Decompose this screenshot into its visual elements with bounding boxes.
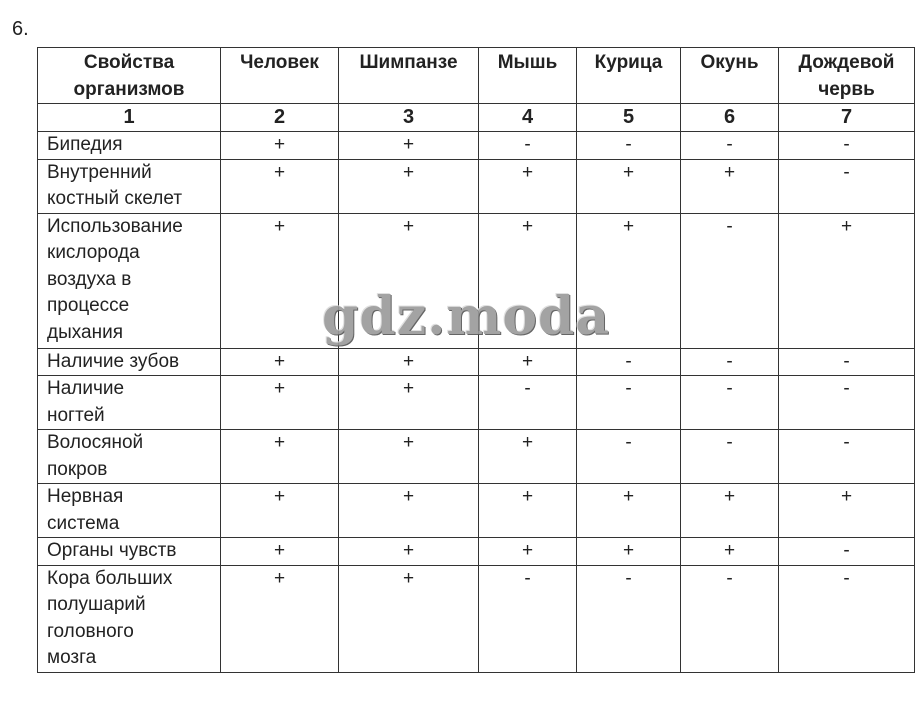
property-value: + [576, 212, 681, 349]
property-value: + [338, 375, 479, 430]
property-value: + [478, 537, 577, 566]
property-value: + [576, 537, 681, 566]
property-value: + [220, 375, 339, 430]
column-header: Окунь [680, 47, 779, 104]
property-label: Внутренний костный скелет [37, 158, 221, 214]
property-value: + [220, 212, 339, 349]
property-value: - [576, 347, 681, 376]
property-value: - [778, 158, 915, 214]
table-row: Кора больших полушарий головного мозга + +… [37, 564, 915, 673]
property-value: - [576, 429, 681, 484]
property-label: Наличие ногтей [37, 375, 221, 430]
property-value: - [576, 375, 681, 430]
property-label: Кора больших полушарий головного мозга [37, 564, 221, 673]
table-row: Органы чувств + + + + + - [37, 537, 915, 566]
property-value: - [778, 429, 915, 484]
property-value: + [338, 483, 479, 538]
table-row: Внутренний костный скелет + + + + + - [37, 158, 915, 214]
property-label: Наличие зубов [37, 347, 221, 376]
property-value: + [778, 483, 915, 538]
header-row: Свойства организмов Человек Шимпанзе Мыш… [37, 47, 915, 104]
property-value: - [680, 429, 779, 484]
property-value: - [778, 564, 915, 673]
property-value: + [778, 212, 915, 349]
property-value: + [220, 347, 339, 376]
property-value: + [576, 158, 681, 214]
property-value: + [680, 537, 779, 566]
column-index: 7 [778, 103, 915, 132]
property-value: - [680, 564, 779, 673]
column-header: Шимпанзе [338, 47, 479, 104]
property-value: + [220, 158, 339, 214]
property-value: + [478, 158, 577, 214]
property-value: + [478, 212, 577, 349]
column-header: Человек [220, 47, 339, 104]
property-value: + [338, 158, 479, 214]
column-index: 6 [680, 103, 779, 132]
property-value: + [478, 483, 577, 538]
property-value: + [220, 537, 339, 566]
column-header: Мышь [478, 47, 577, 104]
table-row: Нервная система + + + + + + [37, 483, 915, 538]
column-index: 3 [338, 103, 479, 132]
property-value: - [478, 375, 577, 430]
table-row: Бипедия + + - - - - [37, 131, 915, 160]
property-value: + [338, 564, 479, 673]
property-value: - [778, 375, 915, 430]
property-value: + [478, 347, 577, 376]
table-row: Наличие ногтей + + - - - - [37, 375, 915, 430]
task-number: 6. [12, 18, 29, 40]
property-value: + [338, 131, 479, 160]
property-label: Использование кислорода воздуха в процес… [37, 212, 221, 349]
property-value: + [680, 158, 779, 214]
column-header: Дождевой червь [778, 47, 915, 104]
table-row: Использование кислорода воздуха в процес… [37, 212, 915, 349]
property-value: - [680, 347, 779, 376]
property-value: - [680, 131, 779, 160]
property-label: Органы чувств [37, 537, 221, 566]
property-value: - [778, 347, 915, 376]
property-value: + [680, 483, 779, 538]
property-value: + [338, 347, 479, 376]
column-index: 2 [220, 103, 339, 132]
property-value: - [478, 564, 577, 673]
property-value: + [338, 212, 479, 349]
property-value: - [778, 131, 915, 160]
property-value: + [220, 483, 339, 538]
property-value: + [478, 429, 577, 484]
property-value: + [576, 483, 681, 538]
index-row: 1 2 3 4 5 6 7 [37, 103, 915, 132]
property-value: + [220, 564, 339, 673]
property-value: + [338, 429, 479, 484]
property-value: - [680, 375, 779, 430]
property-label: Бипедия [37, 131, 221, 160]
table-row: Наличие зубов + + + - - - [37, 347, 915, 376]
property-label: Нервная система [37, 483, 221, 538]
organism-properties-table: Свойства организмов Человек Шимпанзе Мыш… [37, 47, 915, 673]
column-index: 4 [478, 103, 577, 132]
property-value: - [576, 564, 681, 673]
property-value: + [338, 537, 479, 566]
property-value: - [778, 537, 915, 566]
property-value: + [220, 131, 339, 160]
table-row: Волосяной покров + + + - - - [37, 429, 915, 484]
column-index: 5 [576, 103, 681, 132]
column-header: Свойства организмов [37, 47, 221, 104]
column-header: Курица [576, 47, 681, 104]
property-label: Волосяной покров [37, 429, 221, 484]
property-value: - [680, 212, 779, 349]
column-index: 1 [37, 103, 221, 132]
property-value: - [576, 131, 681, 160]
property-value: + [220, 429, 339, 484]
property-value: - [478, 131, 577, 160]
